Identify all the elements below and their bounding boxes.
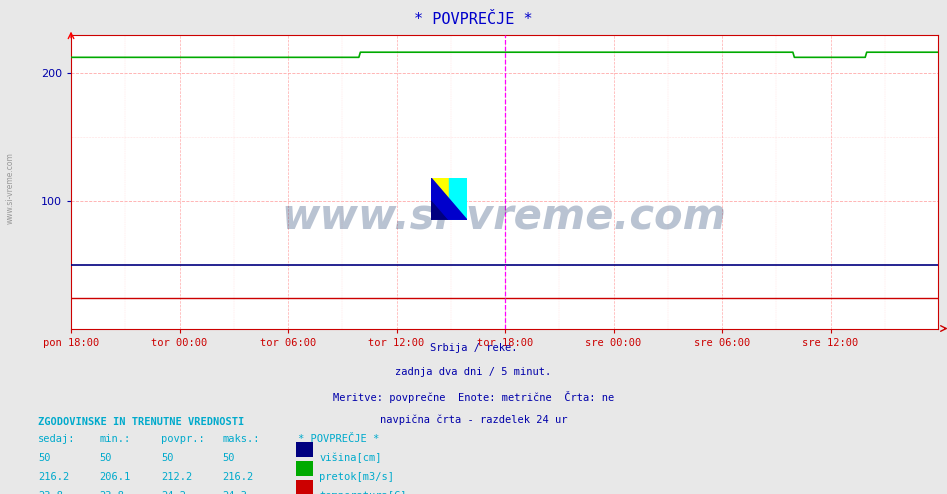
- Text: 216.2: 216.2: [223, 472, 254, 482]
- Text: min.:: min.:: [99, 434, 131, 444]
- Text: 24.3: 24.3: [223, 491, 247, 494]
- Text: povpr.:: povpr.:: [161, 434, 205, 444]
- Polygon shape: [431, 178, 467, 220]
- Text: 50: 50: [161, 453, 173, 463]
- Text: zadnja dva dni / 5 minut.: zadnja dva dni / 5 minut.: [396, 367, 551, 377]
- Text: temperatura[C]: temperatura[C]: [319, 491, 406, 494]
- Text: * POVPREČJE *: * POVPREČJE *: [414, 12, 533, 27]
- Text: pretok[m3/s]: pretok[m3/s]: [319, 472, 394, 482]
- Text: 23.8: 23.8: [38, 491, 63, 494]
- Text: 212.2: 212.2: [161, 472, 192, 482]
- Text: 23.8: 23.8: [99, 491, 124, 494]
- Text: 50: 50: [38, 453, 50, 463]
- Text: 216.2: 216.2: [38, 472, 69, 482]
- Text: 50: 50: [99, 453, 112, 463]
- Text: maks.:: maks.:: [223, 434, 260, 444]
- Text: 206.1: 206.1: [99, 472, 131, 482]
- Text: * POVPREČJE *: * POVPREČJE *: [298, 434, 380, 444]
- Text: navpična črta - razdelek 24 ur: navpična črta - razdelek 24 ur: [380, 414, 567, 425]
- Text: 24.2: 24.2: [161, 491, 186, 494]
- Polygon shape: [449, 178, 467, 220]
- Text: 50: 50: [223, 453, 235, 463]
- Text: www.si-vreme.com: www.si-vreme.com: [282, 196, 726, 238]
- Text: Srbija / reke.: Srbija / reke.: [430, 343, 517, 353]
- Polygon shape: [431, 199, 449, 220]
- Text: ZGODOVINSKE IN TRENUTNE VREDNOSTI: ZGODOVINSKE IN TRENUTNE VREDNOSTI: [38, 417, 244, 427]
- Text: www.si-vreme.com: www.si-vreme.com: [6, 152, 15, 224]
- Text: sedaj:: sedaj:: [38, 434, 76, 444]
- Bar: [431, 178, 449, 199]
- Text: Meritve: povprečne  Enote: metrične  Črta: ne: Meritve: povprečne Enote: metrične Črta:…: [333, 391, 614, 403]
- Text: višina[cm]: višina[cm]: [319, 453, 382, 463]
